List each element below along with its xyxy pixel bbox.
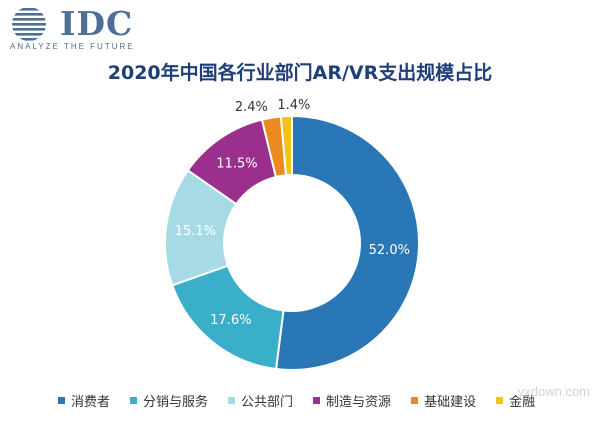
globe-logo-icon [12,8,46,41]
legend-label-0: 消费者 [71,394,111,410]
chart-legend: 消费者 分销与服务 公共部门 制造与资源 基础建设 金融 [58,388,598,412]
donut-labels: 52.0% 17.6% 15.1% 11.5% 2.4% 1.4% [175,98,410,328]
legend-label-2: 公共部门 [241,394,294,410]
slice-0 [274,114,420,371]
logo-wordmark: IDC [60,4,134,43]
slice-label-0: 52.0% [369,243,410,258]
legend-item-3: 制造与资源 [313,391,391,410]
legend-item-5: 金融 [496,391,535,410]
slice-5 [279,114,293,177]
idc-logo: IDC ANALYZE THE FUTURE [8,6,158,52]
legend-swatch-1 [130,396,138,404]
legend-item-4: 基础建设 [411,391,476,410]
legend-swatch-2 [228,396,236,404]
legend-label-5: 金融 [509,394,536,410]
legend-swatch-0 [58,396,65,404]
legend-swatch-5 [496,396,504,404]
slice-label-4: 2.4% [235,100,268,115]
chart-title: 2020年中国各行业部门AR/VR支出规模占比 [107,62,493,84]
slice-label-5: 1.4% [277,98,310,113]
slice-label-3: 11.5% [216,157,257,172]
legend-label-4: 基础建设 [424,394,477,410]
slice-label-2: 15.1% [175,224,216,239]
legend-swatch-4 [411,396,419,404]
legend-swatch-3 [313,396,321,404]
donut-slices [164,114,420,371]
legend-item-0: 消费者 [58,391,110,410]
legend-label-3: 制造与资源 [326,394,392,410]
watermark: yxdown.com [517,384,590,399]
legend-label-1: 分销与服务 [143,394,209,410]
logo-tagline: ANALYZE THE FUTURE [10,42,135,51]
slice-label-1: 17.6% [210,313,251,328]
legend-item-1: 分销与服务 [130,391,208,410]
legend-item-2: 公共部门 [228,391,293,410]
